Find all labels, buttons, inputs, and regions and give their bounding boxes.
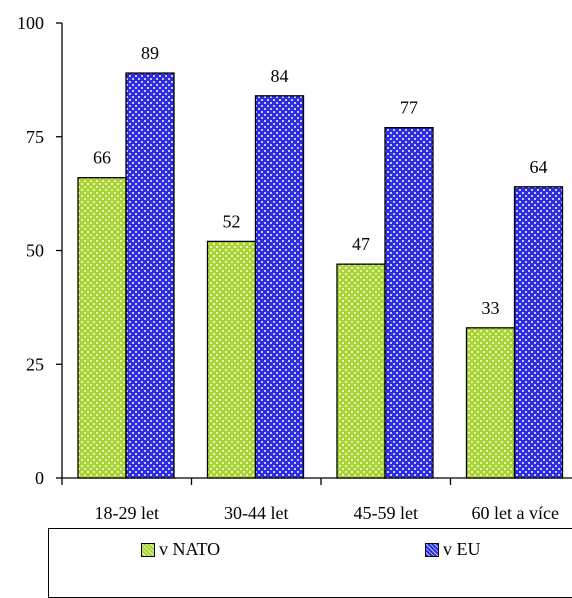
legend-label-nato: v NATO (159, 539, 221, 559)
x-tick-label: 18-29 let (95, 503, 160, 523)
data-label: 33 (482, 298, 500, 318)
legend-label-eu: v EU (443, 539, 481, 559)
y-tick-label: 75 (26, 127, 44, 147)
bar-nato (77, 177, 127, 479)
y-tick-label: 100 (17, 13, 44, 33)
bar-eu (513, 186, 564, 479)
legend-item-nato: v NATO (141, 539, 220, 560)
x-tick-label: 30-44 let (224, 503, 289, 523)
data-label: 64 (530, 157, 548, 177)
x-tick-label: 60 let a více (472, 503, 559, 523)
bar-nato (465, 327, 516, 479)
data-label: 77 (400, 98, 418, 118)
y-tick-label: 50 (26, 241, 44, 261)
y-tick-label: 25 (26, 354, 44, 374)
bar-eu (384, 127, 434, 479)
legend-swatch-eu (425, 542, 439, 557)
data-labels: 66 52 47 33 89 84 77 64 (93, 43, 548, 318)
bar-eu (125, 72, 175, 479)
legend: v NATO v EU (48, 528, 572, 598)
data-label: 89 (141, 43, 159, 63)
data-label: 47 (352, 234, 370, 254)
axes: 0 25 50 75 100 18-29 let 30-44 let 45-59 let 60 … (17, 13, 572, 523)
data-label: 52 (223, 211, 241, 231)
data-label: 84 (271, 66, 289, 86)
bar-chart: 0 25 50 75 100 18-29 let 30-44 let 45-59 let 60 … (17, 13, 572, 523)
bars (77, 72, 564, 479)
bar-nato (336, 263, 386, 479)
y-tick-label: 0 (35, 468, 44, 488)
legend-item-eu: v EU (425, 539, 481, 560)
legend-swatch-nato (141, 542, 155, 557)
x-tick-label: 45-59 let (354, 503, 419, 523)
bar-eu (254, 95, 305, 479)
bar-nato (206, 240, 257, 479)
data-label: 66 (93, 148, 111, 168)
